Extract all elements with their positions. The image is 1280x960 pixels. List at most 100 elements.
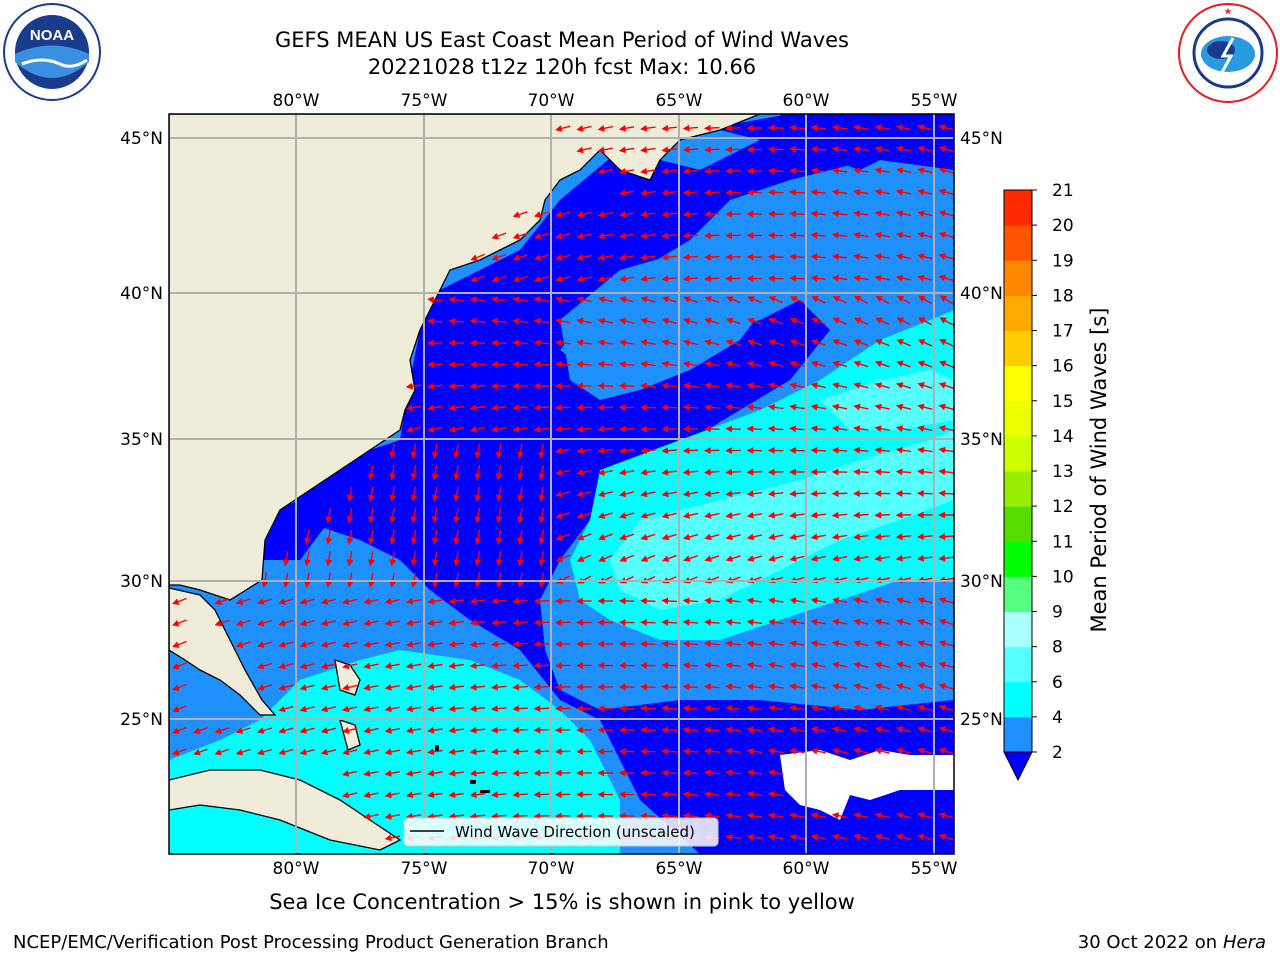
wind-wave-arrowhead: [895, 833, 904, 841]
wind-wave-arrowhead: [304, 537, 311, 545]
wind-wave-arrowhead: [810, 726, 818, 733]
wind-wave-arrowhead: [576, 597, 583, 605]
wind-wave-arrowhead: [172, 705, 180, 713]
wind-wave-arrowhead: [576, 555, 585, 562]
wind-wave-arrowhead: [682, 253, 690, 261]
wind-wave-arrowhead: [831, 124, 839, 132]
wind-wave-arrowhead: [576, 275, 584, 283]
wind-wave-arrowhead: [682, 189, 690, 197]
wind-wave-arrowhead: [746, 360, 755, 368]
wind-wave-arrowhead: [917, 360, 926, 367]
wind-wave-arrowhead: [917, 661, 925, 669]
wind-wave-arrowhead: [895, 446, 903, 454]
wind-wave-arrowhead: [874, 382, 883, 389]
colorbar-tick-label: 13: [1052, 462, 1074, 482]
wind-wave-arrowhead: [789, 231, 797, 239]
wind-wave-arrowhead: [789, 683, 797, 691]
wind-wave-arrowhead: [640, 317, 648, 325]
wind-wave-arrowhead: [555, 211, 563, 218]
wind-wave-arrowhead: [746, 640, 754, 648]
wind-wave-arrowhead: [512, 232, 521, 240]
wind-wave-arrowhead: [214, 748, 222, 756]
wind-wave-arrowhead: [831, 231, 839, 239]
wind-wave-arrowhead: [661, 555, 670, 562]
wind-wave-arrowhead: [427, 339, 434, 347]
wind-wave-arrowhead: [474, 451, 482, 459]
wind-wave-arrowhead: [533, 748, 541, 756]
colorbar-segment: [1004, 576, 1032, 612]
wind-wave-arrowhead: [831, 468, 839, 476]
wind-wave-arrowhead: [767, 275, 775, 282]
wind-wave-arrowhead: [704, 317, 712, 325]
colorbar-tick-label: 9: [1052, 603, 1063, 623]
wind-wave-arrowhead: [490, 640, 498, 648]
wind-wave-arrowhead: [427, 361, 434, 369]
wind-wave-arrowhead: [810, 597, 818, 604]
colorbar-segment: [1004, 646, 1032, 683]
wind-wave-arrowhead: [363, 684, 371, 691]
wind-wave-arrowhead: [619, 555, 627, 562]
wind-wave-arrowhead: [895, 188, 904, 196]
wind-wave-arrowhead: [235, 619, 244, 627]
wind-wave-arrowhead: [453, 559, 460, 567]
wind-wave-arrowhead: [831, 726, 840, 733]
wind-wave-arrowhead: [469, 640, 477, 648]
wind-wave-arrowhead: [725, 597, 733, 605]
wind-wave-arrowhead: [854, 295, 862, 303]
wind-wave-arrowhead: [661, 512, 669, 519]
wind-wave-arrowhead: [261, 580, 269, 588]
wind-wave-arrowhead: [853, 382, 861, 389]
wind-wave-arrowhead: [895, 145, 904, 153]
wind-wave-arrowhead: [917, 833, 925, 841]
wind-wave-arrowhead: [789, 296, 798, 303]
wind-wave-arrowhead: [533, 317, 541, 325]
wind-wave-arrowhead: [895, 618, 904, 626]
wind-wave-arrowhead: [304, 559, 311, 567]
wind-wave-arrowhead: [938, 833, 947, 841]
wind-wave-arrowhead: [831, 704, 840, 712]
wind-wave-arrowhead: [597, 339, 605, 347]
wind-wave-arrowhead: [389, 580, 397, 588]
wind-wave-arrowhead: [533, 597, 541, 605]
wind-wave-arrowhead: [257, 641, 265, 648]
wind-wave-arrowhead: [533, 619, 541, 627]
wind-wave-arrowhead: [725, 704, 733, 712]
wind-wave-arrowhead: [640, 189, 648, 197]
wind-wave-arrowhead: [363, 748, 371, 756]
wind-wave-arrowhead: [554, 597, 562, 605]
wind-wave-arrowhead: [363, 662, 371, 670]
wind-wave-arrows: [172, 124, 954, 842]
wind-wave-arrowhead: [368, 473, 375, 481]
wind-wave-arrowhead: [832, 317, 840, 324]
wind-wave-arrowhead: [538, 451, 546, 459]
wind-wave-arrowhead: [597, 662, 605, 669]
wind-wave-arrowhead: [640, 447, 648, 455]
wind-wave-arrowhead: [172, 641, 180, 648]
wind-wave-arrowhead: [831, 425, 839, 433]
wind-wave-arrowhead: [789, 812, 797, 820]
wind-wave-arrowhead: [597, 468, 605, 476]
wind-wave-arrowhead: [725, 403, 733, 411]
wind-wave-arrowhead: [363, 727, 371, 734]
wind-wave-arrowhead: [448, 769, 456, 777]
wind-wave-arrowhead: [640, 232, 648, 240]
wind-wave-arrowhead: [746, 447, 754, 454]
wind-wave-arrowhead: [661, 404, 669, 411]
wind-wave-arrowhead: [703, 640, 711, 648]
wind-wave-arrowhead: [789, 533, 797, 541]
wind-wave-arrowhead: [618, 167, 627, 175]
wind-wave-arrowhead: [703, 726, 711, 734]
wind-wave-arrowhead: [704, 533, 712, 541]
wind-wave-arrowhead: [661, 790, 669, 798]
wind-wave-arrowhead: [916, 468, 924, 476]
wind-wave-arrowhead: [703, 769, 711, 777]
wind-wave-arrowhead: [768, 296, 777, 303]
wind-wave-arrowhead: [746, 210, 754, 218]
colorbar-segment: [1004, 541, 1032, 577]
wind-wave-arrowhead: [768, 555, 776, 562]
wind-wave-arrowhead: [618, 683, 626, 691]
wind-wave-arrowhead: [517, 559, 524, 567]
wind-wave-arrowhead: [640, 124, 648, 132]
wind-wave-arrowhead: [618, 404, 626, 411]
colorbar-segment: [1004, 190, 1032, 226]
